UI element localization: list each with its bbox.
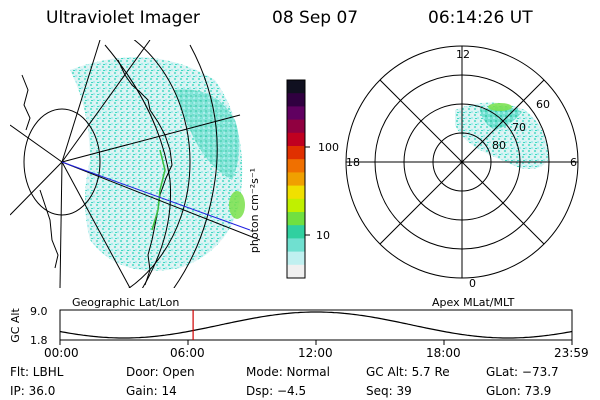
x-tick-label: 12:00	[298, 346, 333, 360]
mlat-label-80: 80	[492, 139, 506, 152]
y-tick-label: 1.8	[30, 334, 48, 347]
colorbar-unit-label: photon cm⁻²s⁻¹	[248, 167, 262, 254]
geographic-map	[10, 40, 260, 288]
polar-diagonal	[379, 79, 545, 245]
colorbar-segment	[287, 251, 305, 266]
mlt-label-12: 12	[456, 48, 470, 61]
colorbar-segment	[287, 198, 305, 213]
meridian	[10, 161, 63, 216]
mlt-label-6: 6	[570, 156, 577, 169]
status-flt: Flt: LBHL	[10, 365, 64, 379]
meridian	[10, 124, 63, 163]
x-tick-label: 23:59	[554, 346, 589, 360]
latitude-arc	[173, 44, 218, 288]
meridian	[59, 161, 63, 288]
status-glon: GLon: 73.9	[486, 384, 552, 398]
green-boundary	[151, 149, 166, 231]
x-tick-label: 18:00	[426, 346, 461, 360]
date-label: 08 Sep 07	[272, 8, 359, 28]
coastline-south	[39, 189, 59, 269]
colorbar-segment	[287, 264, 305, 279]
x-tick-label: 00:00	[44, 346, 79, 360]
colorbar-segment	[287, 159, 305, 173]
meridian	[61, 114, 241, 163]
limb-arc	[104, 44, 172, 288]
mlat-label-70: 70	[512, 121, 526, 134]
status-gain: Gain: 14	[126, 384, 177, 398]
status-ip: IP: 36.0	[10, 384, 56, 398]
instrument-title: Ultraviolet Imager	[46, 8, 200, 28]
status-gc-alt: GC Alt: 5.7 Re	[366, 365, 450, 379]
colorbar-segment	[287, 119, 305, 134]
altitude-plot-frame	[59, 309, 573, 341]
status-mode: Mode: Normal	[246, 365, 330, 379]
colorbar-tick-label: 100	[318, 141, 339, 154]
colorbar-segment	[287, 80, 305, 94]
status-glat: GLat: −73.7	[486, 365, 559, 379]
mlt-label-0: 0	[469, 277, 476, 290]
status-door: Door: Open	[126, 365, 195, 379]
geographic-caption: Geographic Lat/Lon	[72, 296, 180, 309]
time-label: 06:14:26 UT	[428, 8, 533, 28]
polar-green-patch	[488, 103, 512, 111]
x-tick-label: 06:00	[170, 346, 205, 360]
colorbar-tick-label: 10	[316, 229, 330, 242]
colorbar-segment	[287, 132, 305, 147]
colorbar-segment	[287, 212, 305, 226]
meridian	[61, 40, 101, 163]
polar-caption: Apex MLat/MLT	[432, 296, 515, 309]
colorbar-segment	[287, 106, 305, 121]
y-tick-label: 9.0	[30, 305, 48, 318]
latitude-circle	[23, 108, 101, 216]
meridian	[61, 40, 151, 163]
colorbar-segment	[287, 93, 305, 107]
outer-latitude-circle	[128, 40, 191, 288]
colorbar-segment	[287, 238, 305, 253]
auroral-bright-region	[175, 89, 240, 180]
status-seq: Seq: 39	[366, 384, 412, 398]
colorbar	[287, 80, 305, 279]
colorbar-segment	[287, 146, 305, 160]
meridian	[61, 161, 131, 288]
status-dsp: Dsp: −4.5	[246, 384, 307, 398]
meridian	[61, 161, 260, 241]
mlt-label-18: 18	[346, 156, 360, 169]
colorbar-segment	[287, 172, 305, 187]
blue-track-line	[61, 161, 251, 231]
colorbar-segment	[287, 225, 305, 239]
coastline	[117, 59, 173, 286]
altitude-ylabel: GC Alt	[8, 308, 22, 343]
bright-patch	[229, 191, 245, 219]
coastline-west	[21, 74, 31, 131]
altitude-curve	[59, 311, 573, 339]
polar-plot	[345, 45, 579, 279]
colorbar-segment	[287, 185, 305, 200]
colorbar-frame	[286, 79, 306, 279]
mlat-label-60: 60	[536, 98, 550, 111]
altitude-plot	[59, 309, 573, 345]
polar-auroral-region	[455, 102, 549, 169]
